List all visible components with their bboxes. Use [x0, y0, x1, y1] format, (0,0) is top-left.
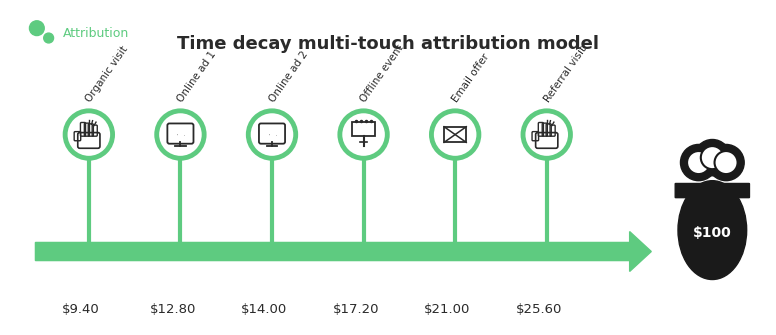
Circle shape [65, 111, 113, 158]
Text: Attribution: Attribution [62, 26, 129, 40]
Circle shape [29, 21, 44, 36]
Circle shape [43, 33, 54, 43]
Text: $21.00: $21.00 [424, 303, 471, 316]
Circle shape [248, 111, 296, 158]
Text: ►: ► [276, 135, 277, 136]
Text: Email offer: Email offer [451, 52, 491, 104]
Circle shape [157, 111, 204, 158]
Text: $9.40: $9.40 [62, 303, 100, 316]
Text: Online ad 2: Online ad 2 [268, 49, 310, 104]
FancyArrow shape [36, 231, 651, 271]
Circle shape [695, 139, 730, 176]
Circle shape [681, 144, 717, 181]
Text: Time decay multi-touch attribution model: Time decay multi-touch attribution model [177, 35, 599, 53]
Text: Organic visit: Organic visit [85, 45, 130, 104]
FancyBboxPatch shape [675, 184, 750, 198]
Text: $100: $100 [693, 226, 732, 241]
Text: $12.80: $12.80 [150, 303, 196, 316]
Circle shape [701, 146, 724, 169]
Circle shape [687, 151, 710, 174]
Circle shape [708, 144, 744, 181]
Text: Referral visit: Referral visit [542, 44, 588, 104]
Text: Online ad 1: Online ad 1 [176, 49, 218, 104]
Circle shape [715, 151, 738, 174]
Circle shape [340, 111, 387, 158]
Text: $: $ [269, 133, 270, 135]
Text: $25.60: $25.60 [516, 303, 563, 316]
Circle shape [523, 111, 570, 158]
Circle shape [431, 111, 479, 158]
Ellipse shape [678, 181, 747, 279]
Text: $17.20: $17.20 [333, 303, 379, 316]
Text: Offline event: Offline event [359, 43, 406, 104]
Text: $14.00: $14.00 [241, 303, 287, 316]
